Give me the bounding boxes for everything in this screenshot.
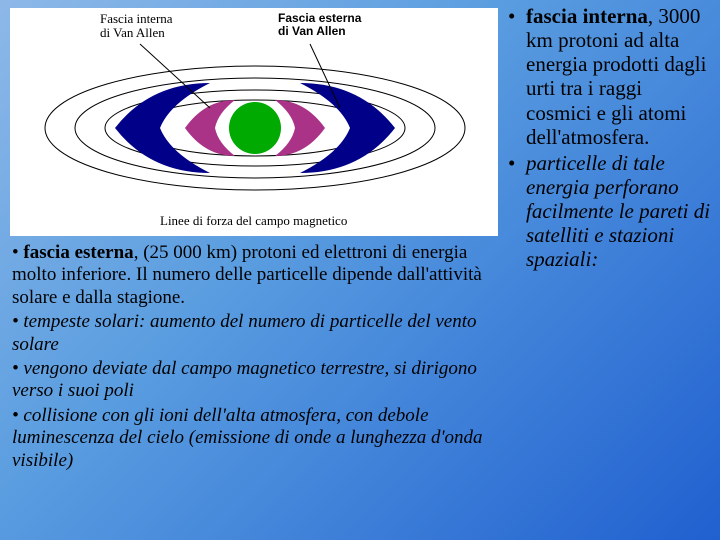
italic-text: particelle di tale energia perforano fac…: [526, 151, 710, 272]
bullet-particelle: particelle di tale energia perforano fac…: [508, 151, 712, 272]
diagram-svg: [10, 8, 498, 236]
para-text: vengono deviate dal campo magnetico terr…: [12, 358, 477, 401]
left-text-block: • fascia esterna, (25 000 km) protoni ed…: [12, 242, 492, 474]
para-collisione: • collisione con gli ioni dell'alta atmo…: [12, 405, 492, 472]
bold-lead: fascia interna: [526, 4, 648, 28]
para-deviate: • vengono deviate dal campo magnetico te…: [12, 358, 492, 403]
para-text: collisione con gli ioni dell'alta atmosf…: [12, 405, 483, 471]
para-fascia-esterna: • fascia esterna, (25 000 km) protoni ed…: [12, 242, 492, 309]
bold-lead: fascia esterna: [23, 242, 133, 263]
label-inner-belt: Fascia interna di Van Allen: [100, 12, 173, 41]
para-tempeste: • tempeste solari: aumento del numero di…: [12, 311, 492, 356]
bullet-fascia-interna: fascia interna, 3000 km protoni ad alta …: [508, 4, 712, 149]
right-bullet-list: fascia interna, 3000 km protoni ad alta …: [508, 4, 712, 274]
label-outer-belt: Fascia esterna di Van Allen: [278, 12, 361, 38]
italic-lead: tempeste solari: [23, 311, 139, 332]
van-allen-diagram: Fascia interna di Van Allen Fascia ester…: [10, 8, 498, 236]
label-field-lines: Linee di forza del campo magnetico: [160, 214, 347, 228]
